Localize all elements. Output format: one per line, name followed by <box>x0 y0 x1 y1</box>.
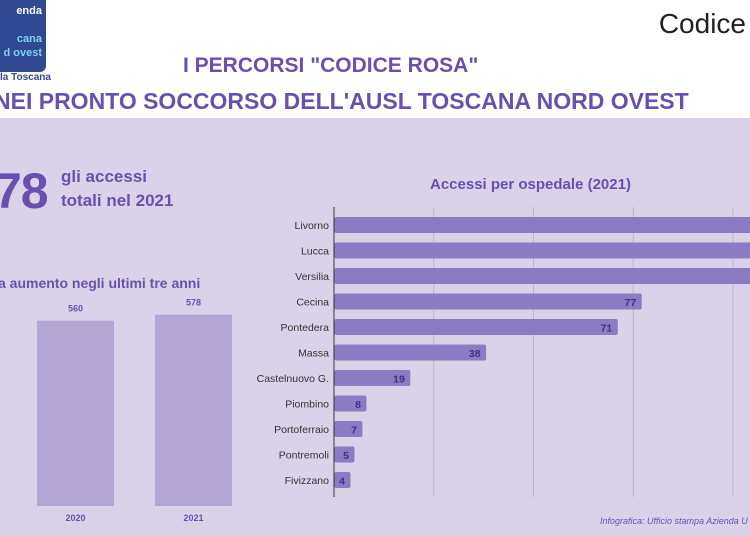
logo-text: cana <box>16 33 42 45</box>
hospital-tick-label: Fivizzano <box>285 475 330 487</box>
hospital-tick-label: Portoferraio <box>274 424 329 436</box>
hospital-bar <box>334 421 363 437</box>
hospital-tick-label: Lucca <box>301 246 329 258</box>
hospital-value-label: 4 <box>339 476 345 488</box>
year-bar <box>155 314 232 506</box>
hospital-value-label: 77 <box>625 297 637 309</box>
year-chart-title: a aumento negli ultimi tre anni <box>0 275 201 291</box>
year-bar <box>37 320 114 506</box>
hospital-bar <box>334 395 367 412</box>
logo-text: d ovest <box>3 47 42 59</box>
title-line-1: I PERCORSI "CODICE ROSA" <box>183 54 479 77</box>
logo-subtitle: la Toscana <box>0 72 51 83</box>
hospital-tick-label: Massa <box>298 348 329 360</box>
hospital-bar <box>334 344 487 361</box>
hospital-tick-label: Cecina <box>296 297 329 309</box>
hospital-value-label: 7 <box>351 425 357 437</box>
title-line-2: NEI PRONTO SOCCORSO DELL'AUSL TOSCANA NO… <box>0 88 689 114</box>
hospital-bar <box>334 242 750 259</box>
hospital-tick-label: Piombino <box>285 399 329 411</box>
credit: Infografica: Ufficio stampa Azienda U <box>600 516 748 526</box>
hospital-tick-label: Pontremoli <box>279 450 329 462</box>
hospital-tick-label: Castelnuovo G. <box>257 373 329 385</box>
hospital-value-label: 38 <box>469 348 481 360</box>
hospital-value-label: 5 <box>343 450 349 462</box>
year-value-label: 578 <box>186 298 201 308</box>
hospital-tick-label: Pontedera <box>281 322 330 334</box>
year-value-label: 560 <box>68 304 83 314</box>
hospital-value-label: 19 <box>393 374 405 386</box>
hospital-bar <box>334 370 411 386</box>
total-caption: gli accessi totali nel 2021 <box>61 165 173 213</box>
brand-text: Codice <box>658 8 746 39</box>
hospital-bar <box>334 319 618 335</box>
hospital-bar <box>334 293 642 310</box>
total-number: 78 <box>0 163 49 219</box>
logo-text: enda <box>16 5 42 17</box>
hospital-tick-label: Livorno <box>295 220 330 232</box>
hospital-bar <box>334 217 750 233</box>
hospital-value-label: 71 <box>601 323 613 335</box>
year-tick-label: 2020 <box>65 513 85 523</box>
caption-line: gli accessi <box>61 167 148 186</box>
year-tick-label: 2021 <box>183 513 203 523</box>
hospital-bar <box>334 446 355 463</box>
logo: enda cana d ovest <box>0 0 46 72</box>
hospital-chart-title: Accessi per ospedale (2021) <box>430 176 631 193</box>
hospital-value-label: 8 <box>355 399 361 411</box>
hospital-bar <box>334 472 351 488</box>
caption-line: totali nel 2021 <box>61 191 174 210</box>
hospital-tick-label: Versilia <box>295 271 329 283</box>
hospital-bar <box>334 268 750 284</box>
